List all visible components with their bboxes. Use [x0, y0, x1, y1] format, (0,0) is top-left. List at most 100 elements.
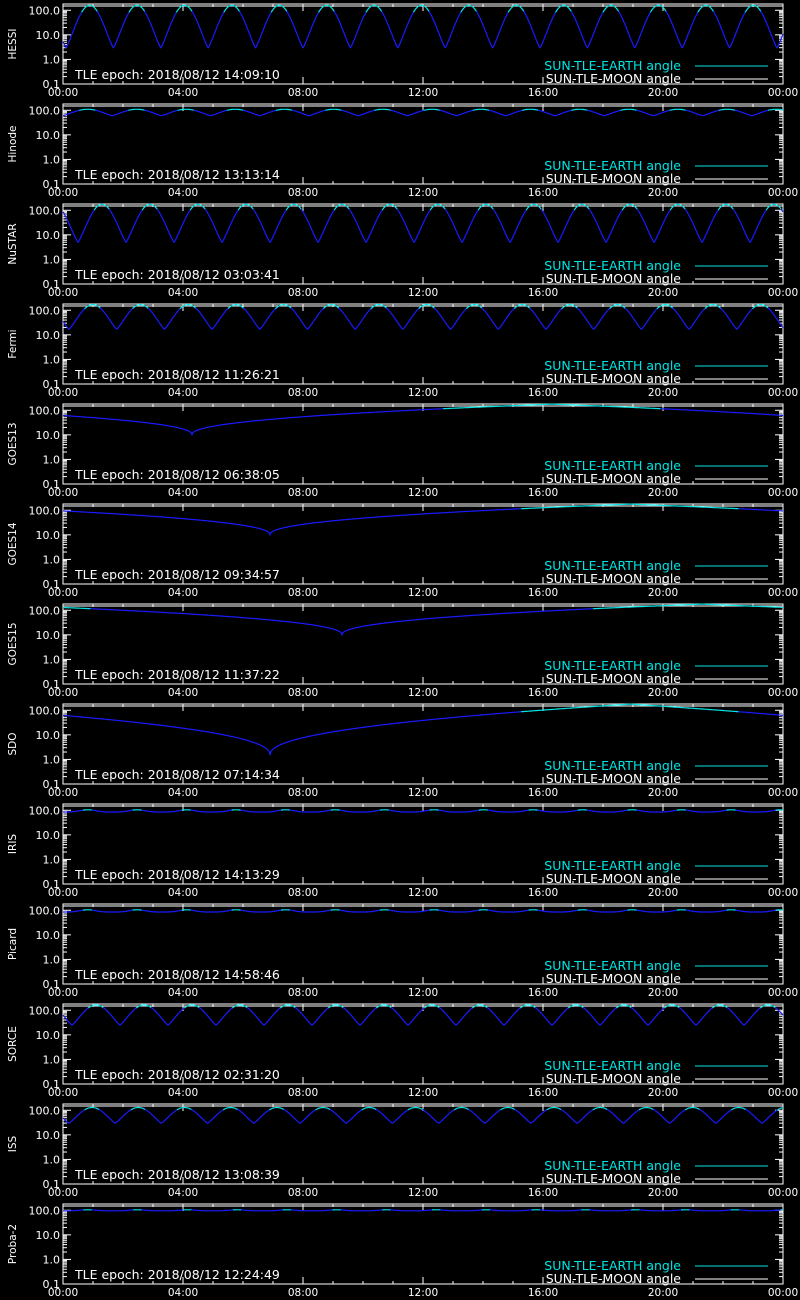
x-tick-label: 12:00: [408, 587, 438, 599]
x-tick-label: 00:00: [768, 587, 798, 599]
series-earth-angle-eclipse: [734, 109, 769, 117]
series-earth-angle-eclipse: [191, 1209, 233, 1212]
x-tick-label: 08:00: [288, 487, 318, 499]
y-tick-label: 0.1: [43, 1278, 61, 1291]
x-tick-label: 12:00: [408, 987, 438, 999]
x-tick-label: 12:00: [408, 787, 438, 799]
y-tick-label: 100.0: [29, 804, 61, 817]
series-earth-angle: [370, 304, 387, 310]
y-tick-label: 100.0: [29, 4, 61, 17]
series-earth-angle-eclipse: [540, 208, 575, 244]
series-earth-angle: [638, 1106, 654, 1111]
series-earth-angle: [573, 203, 590, 211]
series-earth-angle-eclipse: [90, 608, 593, 637]
x-tick-label: 20:00: [648, 987, 678, 999]
series-earth-angle-eclipse: [144, 109, 178, 117]
y-tick-label: 10.0: [36, 929, 61, 942]
panel-hessi: 100.010.01.00.100:00 04:00 08:00 12:00 16:00…: [7, 3, 798, 99]
series-earth-angle: [333, 203, 350, 211]
series-earth-angle: [751, 304, 769, 310]
x-tick-label: 04:00: [168, 887, 198, 899]
series-earth-angle-eclipse: [582, 1007, 617, 1026]
satellite-name: Picard: [7, 928, 19, 960]
series-earth-angle: [717, 203, 734, 211]
x-tick-label: 00:00: [48, 487, 78, 499]
series-earth-angle-eclipse: [514, 1108, 547, 1124]
series-earth-angle-eclipse: [193, 109, 227, 117]
x-tick-label: 00:00: [48, 887, 78, 899]
y-tick-label: 0.1: [43, 878, 61, 891]
series-earth-angle-eclipse: [630, 1007, 665, 1026]
x-tick-label: 12:00: [408, 1087, 438, 1099]
x-tick-label: 04:00: [168, 487, 198, 499]
x-tick-label: 20:00: [648, 1287, 678, 1299]
x-tick-label: 08:00: [288, 587, 318, 599]
series-earth-angle-eclipse: [492, 208, 527, 244]
series-earth-angle: [765, 203, 782, 211]
legend-label: SUN-TLE-MOON angle: [546, 71, 682, 86]
x-tick-label: 00:00: [48, 787, 78, 799]
y-tick-label: 10.0: [36, 629, 61, 642]
series-earth-angle: [684, 1106, 700, 1111]
series-earth-angle-eclipse: [96, 10, 130, 49]
legend-label: SUN-TLE-EARTH angle: [544, 1158, 681, 1173]
y-tick-label: 0.1: [43, 778, 61, 791]
series-earth-angle: [697, 4, 714, 13]
series-earth-angle: [81, 4, 98, 13]
series-earth-angle-eclipse: [732, 208, 767, 244]
y-tick-label: 10.0: [36, 429, 61, 442]
series-earth-angle: [663, 1004, 680, 1009]
series-earth-angle-eclipse: [587, 109, 621, 117]
series-earth-angle-eclipse: [62, 12, 83, 49]
series-earth-angle-eclipse: [388, 909, 430, 913]
series-earth-angle: [669, 203, 686, 211]
series-earth-angle-eclipse: [191, 10, 225, 49]
series-earth-angle-eclipse: [246, 1007, 281, 1026]
series-earth-angle-eclipse: [300, 208, 335, 244]
series-earth-angle-eclipse: [289, 809, 331, 813]
x-tick-label: 12:00: [408, 287, 438, 299]
series-earth-angle-eclipse: [570, 10, 604, 49]
series-earth-angle: [471, 1004, 488, 1009]
series-earth-angle: [323, 304, 340, 309]
series-earth-angle-eclipse: [774, 1007, 784, 1016]
series-earth-angle-eclipse: [481, 307, 515, 330]
panel-fermi: 100.010.01.00.100:00 04:00 08:00 12:00 16:00…: [7, 303, 798, 399]
x-tick-label: 16:00: [528, 987, 558, 999]
panel-nustar: 100.010.01.00.100:00 04:00 08:00 12:00 16:00…: [7, 203, 798, 299]
y-tick-label: 0.1: [43, 178, 61, 191]
series-earth-angle-eclipse: [606, 1108, 640, 1124]
series-earth-angle-eclipse: [144, 10, 177, 49]
series-earth-angle-eclipse: [292, 109, 326, 117]
series-earth-angle: [731, 1106, 747, 1111]
x-tick-label: 00:00: [768, 687, 798, 699]
y-tick-label: 100.0: [29, 604, 61, 617]
series-earth-angle-eclipse: [720, 307, 753, 330]
series-earth-angle: [602, 4, 620, 13]
series-earth-angle-eclipse: [428, 10, 462, 49]
series-earth-angle-eclipse: [735, 909, 776, 913]
y-tick-label: 1.0: [43, 1253, 61, 1266]
x-tick-label: 20:00: [648, 587, 678, 599]
satellite-name: NuSTAR: [7, 223, 19, 264]
legend-label: SUN-TLE-EARTH angle: [544, 558, 681, 573]
satellite-name: GOES13: [7, 422, 19, 465]
y-tick-label: 0.1: [43, 478, 61, 491]
series-earth-angle-eclipse: [190, 809, 232, 813]
x-tick-label: 16:00: [528, 287, 558, 299]
series-earth-angle-eclipse: [735, 809, 776, 813]
series-earth-angle: [285, 203, 302, 211]
series-earth-angle-eclipse: [63, 809, 83, 813]
series-earth-angle: [460, 4, 477, 13]
y-tick-label: 0.1: [43, 578, 61, 591]
series-earth-angle: [520, 703, 739, 713]
x-tick-label: 08:00: [288, 787, 318, 799]
series-earth-angle: [87, 1004, 104, 1009]
series-earth-angle-eclipse: [653, 1108, 686, 1124]
series-earth-angle: [567, 1004, 584, 1009]
series-earth-angle-eclipse: [712, 10, 746, 49]
y-tick-label: 100.0: [29, 304, 61, 317]
panel-iris: 100.010.01.00.100:00 04:00 08:00 12:00 16:00…: [7, 803, 798, 899]
x-tick-label: 00:00: [48, 187, 78, 199]
x-tick-label: 00:00: [768, 887, 798, 899]
